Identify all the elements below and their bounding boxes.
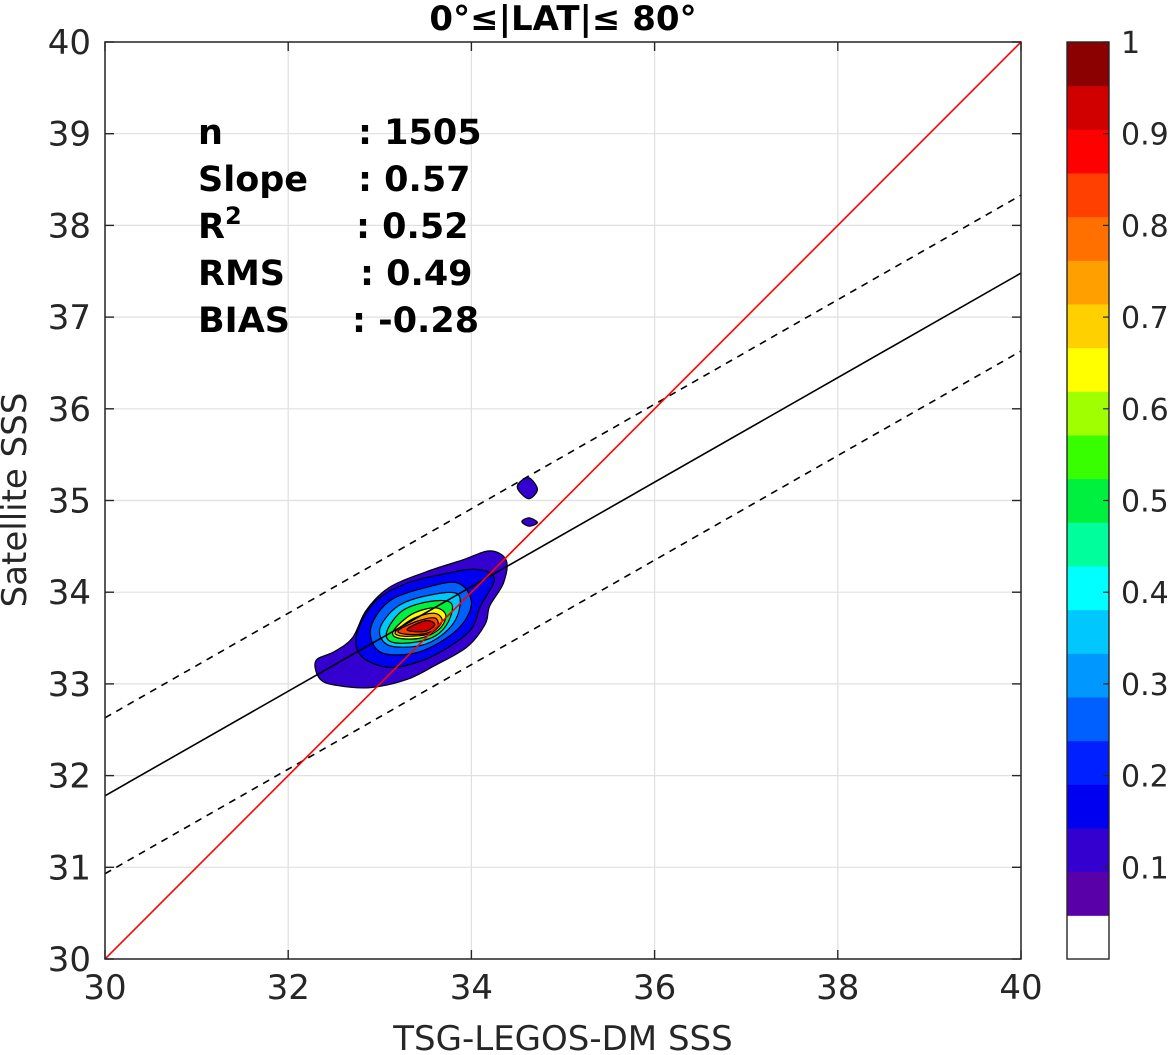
colorbar-segment [1067, 129, 1109, 174]
y-tick-label: 37 [48, 298, 91, 338]
colorbar-tick-label: 1 [1121, 26, 1140, 61]
colorbar-segment [1067, 478, 1109, 523]
y-tick-label: 31 [48, 848, 91, 888]
grid [104, 41, 1022, 960]
colorbar-segment [1067, 522, 1109, 567]
stat-value: : 0.57 [358, 160, 471, 200]
colorbar-segment [1067, 784, 1109, 829]
colorbar-segment [1067, 304, 1109, 349]
colorbar-tick-label: 0.6 [1121, 393, 1169, 428]
contour-level-8 [406, 619, 436, 633]
colorbar-segment [1067, 85, 1109, 130]
colorbar-tick-label: 0.1 [1121, 851, 1169, 886]
colorbar [1066, 41, 1110, 960]
x-tick-labels: 30 32 34 36 38 40 [83, 968, 1042, 1008]
axis-ticks [104, 41, 1022, 960]
colorbar-segment [1067, 173, 1109, 218]
chart-title: 0°≤|LAT|≤ 80° [429, 0, 696, 39]
colorbar-segment [1067, 391, 1109, 436]
colorbar-segment [1067, 740, 1109, 785]
colorbar-tick-label: 0.5 [1121, 485, 1169, 520]
y-tick-label: 39 [48, 115, 91, 155]
colorbar-segment [1067, 347, 1109, 392]
x-tick-label: 30 [83, 968, 126, 1008]
y-tick-label: 34 [48, 573, 91, 613]
colorbar-tick-label: 0.9 [1121, 118, 1169, 153]
colorbar-segment [1067, 697, 1109, 742]
x-tick-label: 34 [450, 968, 493, 1008]
colorbar-segment [1067, 42, 1109, 87]
colorbar-segment [1067, 566, 1109, 611]
regression-line [105, 272, 1021, 797]
colorbar-tick-label: 0.2 [1121, 760, 1169, 795]
stat-value: : -0.28 [352, 301, 479, 341]
colorbar-segment [1067, 871, 1109, 916]
stat-value: : 1505 [358, 113, 482, 153]
y-tick-label: 35 [48, 482, 91, 522]
stat-label: RMS [198, 254, 285, 294]
x-tick-label: 32 [267, 968, 310, 1008]
y-tick-label: 36 [48, 390, 91, 430]
stat-value: : 0.49 [360, 254, 473, 294]
contour-level-10 [521, 517, 539, 527]
y-tick-label: 38 [48, 206, 91, 246]
y-tick-label: 30 [48, 940, 91, 980]
y-tick-label: 40 [48, 23, 91, 63]
x-tick-label: 40 [999, 968, 1042, 1008]
colorbar-tick-labels: 0.1 0.2 0.3 0.4 0.5 0.6 0.7 0.8 0.9 1 [1121, 26, 1169, 886]
colorbar-segment [1067, 435, 1109, 480]
identity-line [105, 42, 1021, 959]
y-axis-label: Satellite SSS [0, 393, 35, 608]
colorbar-tick-label: 0.8 [1121, 209, 1169, 244]
colorbar-tick-label: 0.4 [1121, 576, 1169, 611]
x-axis-label: TSG-LEGOS-DM SSS [392, 1019, 732, 1055]
x-tick-label: 38 [816, 968, 859, 1008]
colorbar-segment [1067, 653, 1109, 698]
stat-label: BIAS [198, 301, 290, 341]
stat-value: : 0.52 [356, 207, 469, 247]
stat-label: n [198, 113, 223, 153]
colorbar-segment [1067, 828, 1109, 873]
lower-bound-line [105, 350, 1021, 875]
colorbar-tick-label: 0.3 [1121, 668, 1169, 703]
y-tick-labels: 30 31 32 33 34 35 36 37 38 39 40 [48, 23, 91, 980]
x-tick-label: 36 [633, 968, 676, 1008]
reference-lines [105, 42, 1021, 959]
colorbar-segment [1067, 915, 1109, 960]
y-tick-label: 32 [48, 757, 91, 797]
colorbar-tick-label: 0.7 [1121, 301, 1169, 336]
stat-label-superscript: 2 [225, 202, 242, 230]
colorbar-segment [1067, 609, 1109, 654]
colorbar-segment [1067, 260, 1109, 305]
stat-label: Slope [198, 160, 308, 200]
upper-bound-line [105, 194, 1021, 719]
colorbar-segment [1067, 216, 1109, 261]
y-tick-label: 33 [48, 665, 91, 705]
